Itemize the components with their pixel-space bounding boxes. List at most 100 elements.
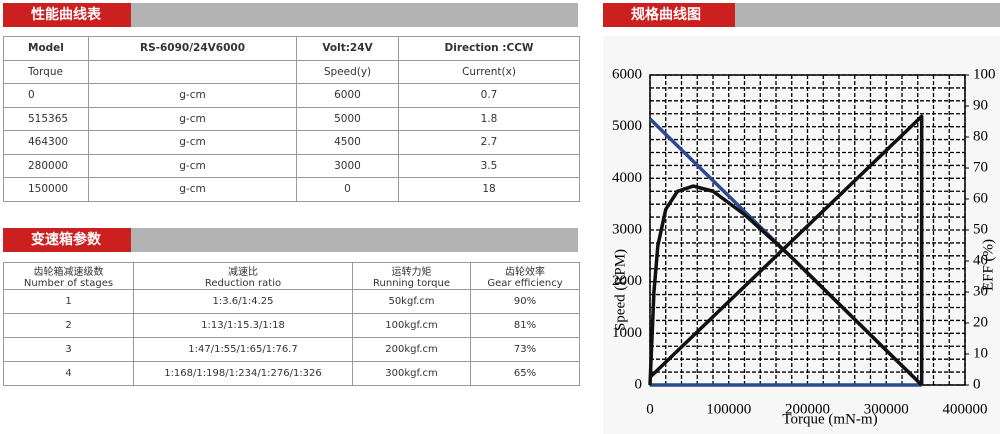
table-header-row: 齿轮箱减速级数 Number of stages 减速比 Reduction rati… <box>3 262 580 290</box>
y-tick-label: 4000 <box>612 170 642 186</box>
table-cell: g-cm <box>88 177 297 202</box>
x-tick-label: 100000 <box>706 401 751 417</box>
table-cell: Speed(y) <box>296 59 399 84</box>
x-tick-label: 400000 <box>943 401 988 417</box>
table-cell: 1:47/1:55/1:65/1:76.7 <box>133 337 353 362</box>
table-cell: 5000 <box>296 106 399 131</box>
y-tick-label: 2000 <box>612 273 642 289</box>
x-axis-title: Torque (mN-m) <box>782 411 877 427</box>
table-row: 1 1:3.6/1:4.25 50kgf.cm 90% <box>3 289 580 314</box>
x-tick-label: 300000 <box>864 401 909 417</box>
table-cell: 50kgf.cm <box>352 289 471 314</box>
section-title: 性能曲线表 <box>3 3 131 27</box>
table-cell: 90% <box>470 289 580 314</box>
table-cell: 100kgf.cm <box>352 313 471 338</box>
table-cell: 4500 <box>296 130 399 155</box>
table-row: 280000 g-cm 3000 3.5 <box>3 153 580 178</box>
y2-axis-title: EFF (%) <box>980 239 996 291</box>
y2-tick-label: 0 <box>973 376 981 392</box>
y-tick-label: 6000 <box>612 66 642 82</box>
table-cell: RS-6090/24V6000 <box>88 36 297 61</box>
table-header-cell: 齿轮效率 Gear efficiency <box>470 262 580 290</box>
table-cell <box>88 59 297 84</box>
y-tick-label: 1000 <box>612 325 642 341</box>
table-cell: 0 <box>3 83 89 108</box>
gearbox-table: 齿轮箱减速级数 Number of stages 减速比 Reduction rati… <box>3 262 580 386</box>
y2-tick-label: 20 <box>973 314 988 330</box>
y-tick-label: 3000 <box>612 221 642 237</box>
table-row: Model RS-6090/24V6000 Volt:24V Direction :C… <box>3 36 580 61</box>
table-cell: 6000 <box>296 83 399 108</box>
table-cell: 1:3.6/1:4.25 <box>133 289 353 314</box>
header-text: 减速比 <box>228 267 258 278</box>
table-cell: 1:13/1:15.3/1:18 <box>133 313 353 338</box>
y2-tick-label: 60 <box>973 190 988 206</box>
y-tick-label: 5000 <box>612 118 642 134</box>
table-row: 3 1:47/1:55/1:65/1:76.7 200kgf.cm 73% <box>3 337 580 362</box>
table-cell: 464300 <box>3 130 89 155</box>
header-text: 齿轮效率 <box>505 267 545 278</box>
table-row: 150000 g-cm 0 18 <box>3 177 580 202</box>
section-header: 规格曲线图 <box>603 3 1000 27</box>
table-row: 0 g-cm 6000 0.7 <box>3 83 580 108</box>
header-text: Number of stages <box>23 278 114 289</box>
table-cell: 2.7 <box>398 130 580 155</box>
table-cell: 4 <box>3 361 134 386</box>
table-row: 2 1:13/1:15.3/1:18 100kgf.cm 81% <box>3 313 580 338</box>
y2-tick-label: 80 <box>973 128 988 144</box>
table-row: Torque Speed(y) Current(x) <box>3 59 580 84</box>
table-cell: 0 <box>296 177 399 202</box>
table-cell: g-cm <box>88 153 297 178</box>
table-cell: 3000 <box>296 153 399 178</box>
chart: Torque (mN-m) Speed (RPM) EFF (%) 0 10000… <box>603 36 1000 434</box>
section-header: 变速箱参数 <box>3 228 578 252</box>
table-cell: Model <box>3 36 89 61</box>
table-cell: g-cm <box>88 83 297 108</box>
table-cell: 3 <box>3 337 134 362</box>
table-cell: 1:168/1:198/1:234/1:276/1:326 <box>133 361 353 386</box>
table-cell: 65% <box>470 361 580 386</box>
header-text: 运转力矩 <box>391 267 432 278</box>
x-tick-label: 200000 <box>785 401 830 417</box>
table-cell: 0.7 <box>398 83 580 108</box>
header-text: Reduction ratio <box>204 278 282 289</box>
section-header: 性能曲线表 <box>3 3 578 27</box>
table-row: 4 1:168/1:198/1:234/1:276/1:326 300kgf.cm 6… <box>3 361 580 386</box>
table-cell: 73% <box>470 337 580 362</box>
table-cell: g-cm <box>88 130 297 155</box>
table-cell: Torque <box>3 59 89 84</box>
table-cell: 515365 <box>3 106 89 131</box>
table-header-cell: 减速比 Reduction ratio <box>133 262 353 290</box>
y2-tick-label: 10 <box>973 345 988 361</box>
table-cell: Volt:24V <box>296 36 399 61</box>
table-cell: g-cm <box>88 106 297 131</box>
table-cell: Direction :CCW <box>398 36 580 61</box>
table-cell: 81% <box>470 313 580 338</box>
y2-tick-label: 50 <box>973 221 988 237</box>
header-text: 齿轮箱减速级数 <box>33 267 104 278</box>
table-cell: Current(x) <box>398 59 580 84</box>
table-header-cell: 齿轮箱减速级数 Number of stages <box>3 262 134 290</box>
table-cell: 280000 <box>3 153 89 178</box>
table-cell: 18 <box>398 177 580 202</box>
section-title: 规格曲线图 <box>603 3 735 27</box>
table-cell: 200kgf.cm <box>352 337 471 362</box>
y-tick-label: 0 <box>635 376 643 392</box>
y2-tick-label: 90 <box>973 97 988 113</box>
table-row: 515365 g-cm 5000 1.8 <box>3 106 580 131</box>
table-row: 464300 g-cm 4500 2.7 <box>3 130 580 155</box>
y2-tick-label: 100 <box>973 66 996 82</box>
table-cell: 2 <box>3 313 134 338</box>
y2-tick-label: 30 <box>973 283 988 299</box>
table-cell: 3.5 <box>398 153 580 178</box>
series-line <box>648 184 923 387</box>
section-title: 变速箱参数 <box>3 228 131 252</box>
header-text: Running torque <box>373 278 450 289</box>
y-axis-title: Speed (RPM) <box>612 249 628 331</box>
x-tick-label: 0 <box>646 401 654 417</box>
table-cell: 150000 <box>3 177 89 202</box>
table-cell: 1.8 <box>398 106 580 131</box>
y2-tick-label: 40 <box>973 252 988 268</box>
performance-table: Model RS-6090/24V6000 Volt:24V Direction :C… <box>3 36 580 202</box>
